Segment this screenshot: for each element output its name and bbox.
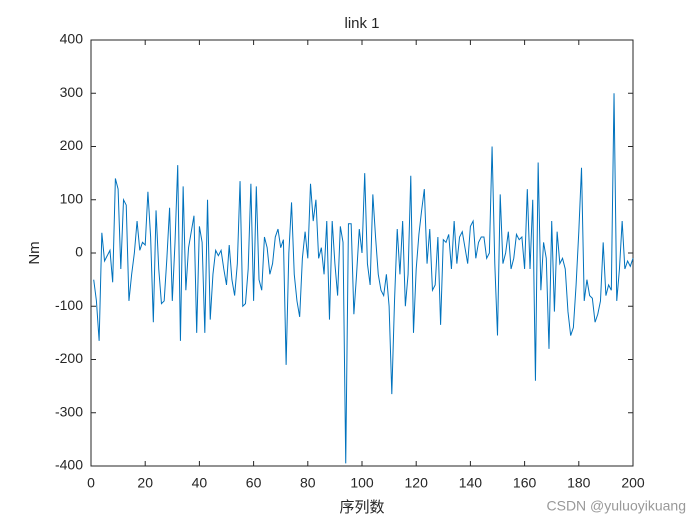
x-tick-label: 60 bbox=[246, 475, 262, 491]
x-tick-label: 0 bbox=[87, 475, 95, 491]
y-tick-label: -100 bbox=[55, 297, 83, 313]
y-tick-label: -400 bbox=[55, 457, 83, 473]
watermark: CSDN @yuluoyikuang bbox=[547, 498, 687, 514]
x-tick-label: 200 bbox=[621, 475, 645, 491]
x-tick-label: 20 bbox=[137, 475, 153, 491]
y-tick-label: 400 bbox=[60, 31, 84, 47]
y-tick-label: 200 bbox=[60, 137, 84, 153]
x-tick-label: 160 bbox=[513, 475, 537, 491]
x-tick-label: 80 bbox=[300, 475, 316, 491]
y-axis-label: Nm bbox=[26, 241, 43, 264]
data-line bbox=[93, 93, 634, 464]
x-tick-label: 40 bbox=[192, 475, 208, 491]
x-axis-label: 序列数 bbox=[339, 499, 384, 516]
y-tick-label: 0 bbox=[75, 244, 83, 260]
x-tick-label: 140 bbox=[459, 475, 483, 491]
x-tick-label: 180 bbox=[567, 475, 591, 491]
y-tick-label: -200 bbox=[55, 350, 83, 366]
x-tick-label: 120 bbox=[405, 475, 429, 491]
x-tick-label: 100 bbox=[350, 475, 374, 491]
y-tick-label: 300 bbox=[60, 84, 84, 100]
y-tick-label: -300 bbox=[55, 403, 83, 419]
y-tick-label: 100 bbox=[60, 190, 84, 206]
chart-title: link 1 bbox=[344, 15, 379, 32]
